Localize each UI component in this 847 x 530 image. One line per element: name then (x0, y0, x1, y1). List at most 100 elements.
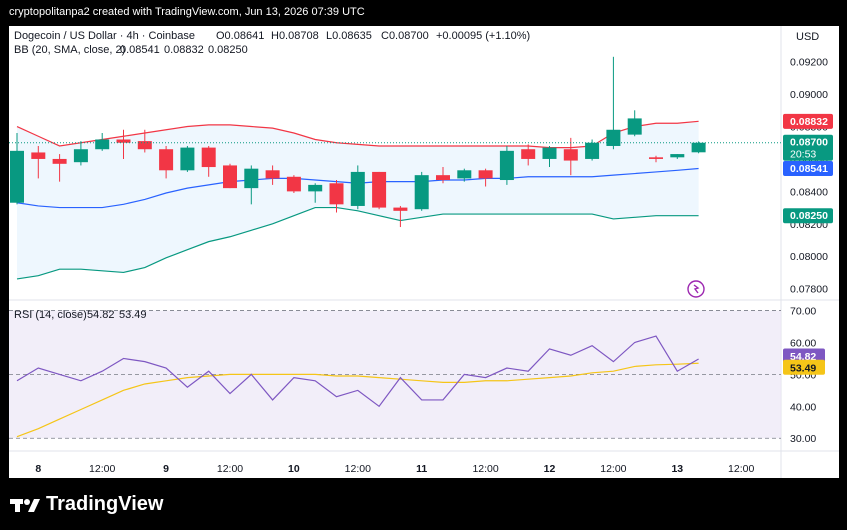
candle (223, 163, 237, 189)
price-badge: 0.08832 (783, 113, 833, 129)
legend-rsi-ma: 53.49 (119, 309, 147, 321)
candle-body (649, 157, 663, 159)
candle-body (521, 149, 536, 159)
time-tick-label: 12:00 (217, 463, 243, 475)
legend-rsi-value: 54.82 (87, 309, 115, 321)
candle (372, 171, 387, 210)
candle (159, 145, 174, 179)
tradingview-logo-icon (10, 498, 40, 512)
candle-body (31, 152, 46, 159)
chart-frame[interactable]: 0.092000.090000.088000.086000.084000.082… (9, 26, 839, 478)
candle-body (542, 147, 557, 159)
price-badges: 0.088320.0870020:530.085410.0825054.8253… (783, 113, 833, 375)
candle-body (286, 176, 301, 192)
candle-body (393, 207, 408, 211)
candle-body (223, 165, 237, 189)
rsi-indicator (9, 310, 781, 439)
candle-body (10, 150, 24, 203)
rsi-tick-label: 70.00 (790, 306, 816, 318)
time-tick-label: 12:00 (728, 463, 754, 475)
candle-body (478, 170, 493, 179)
rsi-tick-label: 30.00 (790, 433, 816, 445)
candle-body (95, 139, 110, 150)
candle (606, 56, 621, 150)
candle (180, 145, 195, 172)
legend-bb-lower: 0.08250 (208, 44, 248, 56)
time-tick-label: 8 (35, 463, 41, 475)
candle-body (180, 147, 195, 171)
candle-body (308, 184, 323, 192)
candle (542, 145, 557, 168)
candle-body (563, 149, 578, 161)
price-badge-bg (783, 113, 833, 129)
chart-attribution: cryptopolitanpa2 created with TradingVie… (9, 6, 365, 18)
legend-symbol: Dogecoin / US Dollar · 4h · Coinbase (14, 30, 195, 42)
candle (350, 165, 365, 210)
price-badge-text: 0.08541 (790, 163, 828, 175)
legend-high: H0.08708 (271, 30, 319, 42)
legend-bb-basis: 0.08541 (120, 44, 160, 56)
candle (31, 145, 46, 179)
candle-body (137, 141, 152, 150)
candle (308, 183, 323, 203)
candle (436, 167, 450, 184)
legend-open: O0.08641 (216, 30, 264, 42)
chart-svg[interactable]: 0.092000.090000.088000.086000.084000.082… (9, 26, 839, 478)
candle (244, 165, 259, 205)
candle-body (159, 149, 174, 171)
price-badge: 0.08541 (783, 161, 833, 177)
replay-icon[interactable] (687, 280, 705, 298)
candle-body (627, 118, 642, 135)
candle (670, 154, 685, 159)
candle-body (436, 175, 450, 181)
price-axis-unit: USD (796, 31, 819, 43)
candle (10, 133, 24, 205)
time-tick-label: 12 (544, 463, 556, 475)
candle (414, 171, 429, 211)
candle (521, 144, 536, 166)
candle (329, 180, 344, 213)
price-tick-label: 0.08400 (790, 186, 828, 198)
time-tick-label: 9 (163, 463, 169, 475)
candle (286, 175, 301, 193)
price-badge-text: 0.08700 (790, 137, 828, 149)
rsi-badge-text: 53.49 (790, 362, 816, 374)
candle-body (265, 170, 280, 179)
legend-bb-label: BB (20, SMA, close, 2) (14, 44, 125, 56)
legend-low: L0.08635 (326, 30, 372, 42)
legend-change: +0.00095 (+1.10%) (436, 30, 530, 42)
price-tick-label: 0.07800 (790, 284, 828, 296)
candle (393, 205, 408, 228)
candle (201, 145, 216, 177)
candle-body (585, 142, 600, 159)
candle (499, 145, 514, 185)
price-badge-countdown: 20:53 (790, 149, 816, 161)
price-badge-bg (783, 134, 833, 161)
candle-body (244, 168, 259, 189)
candle-body (201, 147, 216, 168)
time-tick-label: 12:00 (345, 463, 371, 475)
candle (137, 129, 152, 153)
legend-bb-upper: 0.08832 (164, 44, 204, 56)
candle-body (116, 139, 131, 143)
price-tick-label: 0.09000 (790, 89, 828, 101)
candlesticks (10, 56, 706, 228)
candle-body (414, 175, 429, 210)
rsi-ma-line (16, 362, 699, 438)
candle (52, 154, 67, 182)
time-tick-label: 12:00 (472, 463, 498, 475)
rsi-line (16, 335, 699, 408)
bb-lower-line (16, 206, 699, 280)
candle (73, 141, 88, 166)
candle (457, 168, 472, 182)
candle (563, 137, 578, 176)
tradingview-logo-text: TradingView (46, 493, 164, 515)
legend-rsi-label: RSI (14, close) (14, 309, 87, 321)
candle-body (606, 129, 621, 146)
rsi-badge-bg (783, 359, 825, 375)
candle-body (350, 171, 365, 206)
time-tick-label: 11 (416, 463, 427, 475)
price-badge-text: 0.08250 (790, 210, 828, 222)
rsi-tick-label: 40.00 (790, 401, 816, 413)
candle-body (73, 149, 88, 163)
